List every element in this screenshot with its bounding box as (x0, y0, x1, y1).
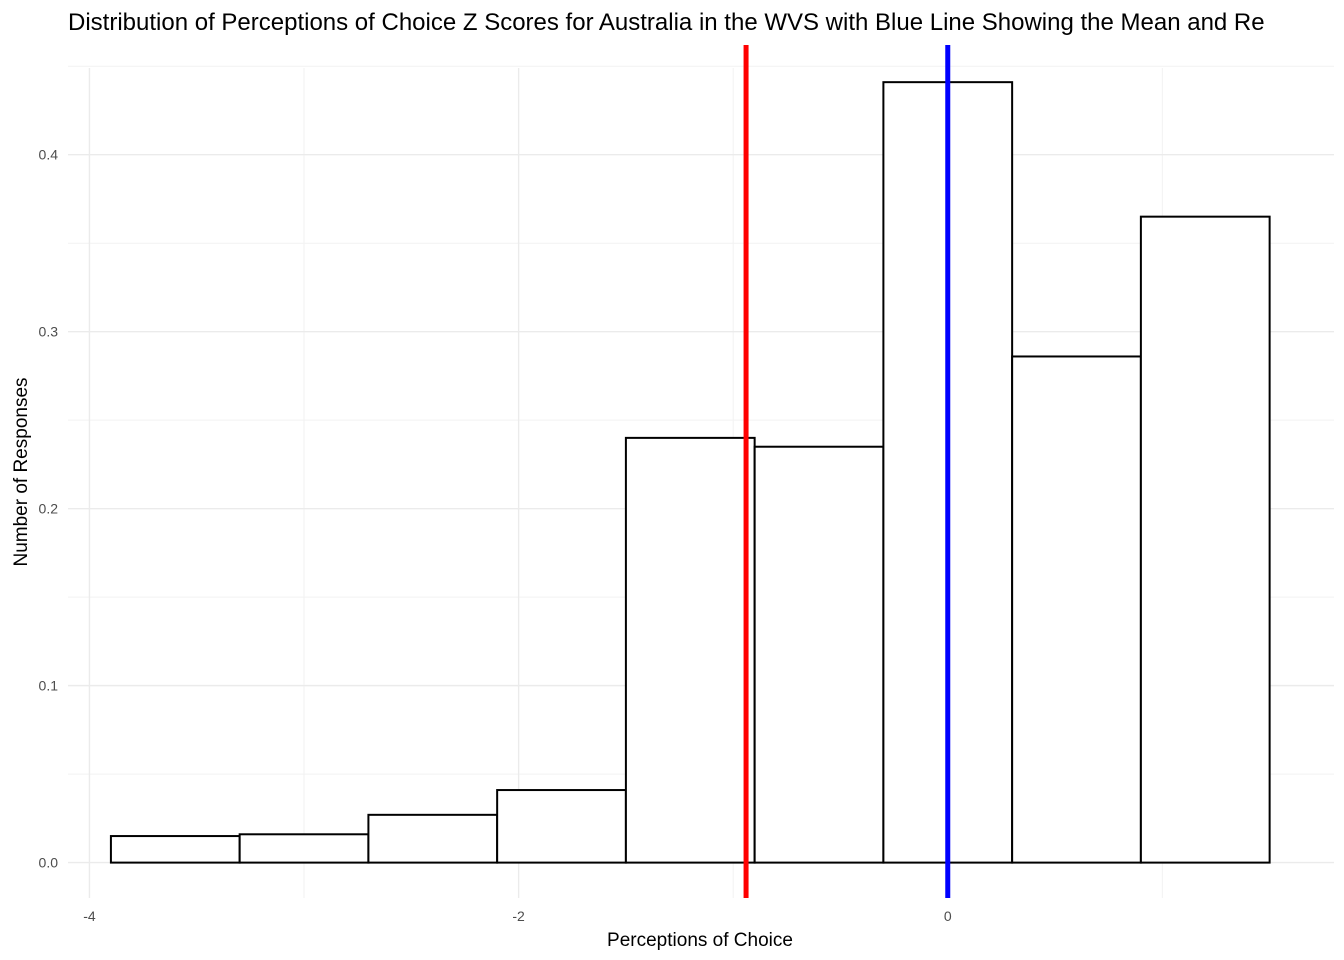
y-tick-label: 0.4 (39, 147, 59, 163)
histogram-bar-6 (753, 445, 885, 864)
histogram-bar-1 (109, 835, 241, 864)
x-tick-label: -4 (83, 908, 96, 924)
tick-labels: -4 -2 0 0.0 0.1 0.2 0.3 0.4 (39, 147, 952, 924)
x-axis-title: Perceptions of Choice (607, 930, 793, 951)
x-tick-label: -2 (512, 908, 525, 924)
histogram-bar-2 (238, 833, 370, 864)
histogram-bar-4 (496, 789, 627, 864)
y-axis-title: Number of Responses (11, 377, 32, 566)
reference-lines (743, 45, 951, 898)
y-tick-label: 0.0 (39, 855, 59, 871)
y-tick-label: 0.2 (39, 501, 59, 517)
histogram-bar-5 (624, 436, 756, 864)
chart-title: Distribution of Perceptions of Choice Z … (68, 9, 1265, 36)
histogram-bars (109, 81, 1271, 864)
histogram-bar-8 (1011, 355, 1142, 864)
x-tick-label: 0 (944, 908, 952, 924)
histogram-bar-3 (367, 813, 499, 864)
histogram-bar-9 (1139, 215, 1271, 864)
y-tick-label: 0.3 (39, 324, 59, 340)
y-tick-label: 0.1 (39, 678, 59, 694)
